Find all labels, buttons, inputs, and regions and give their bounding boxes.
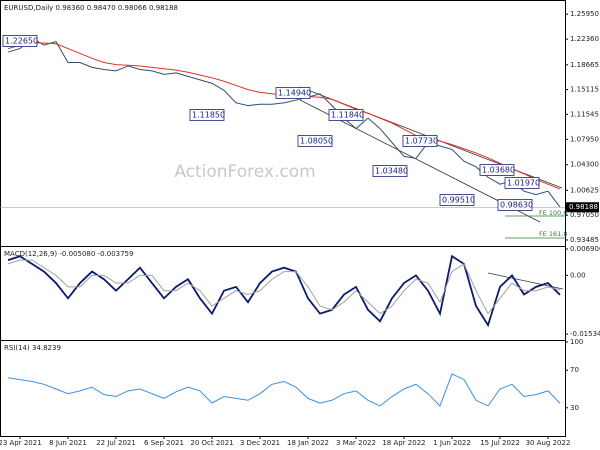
last-price-box xyxy=(566,202,599,213)
annotation-box xyxy=(189,109,225,121)
x-tick-label: 23 Apr 2021 xyxy=(0,439,42,447)
x-tick-label: 6 Sep 2021 xyxy=(144,439,184,447)
annotation: 1.11850 xyxy=(192,111,225,120)
frame xyxy=(0,0,566,437)
y-tick-label: 30 xyxy=(570,404,579,412)
annotation: 1.03680 xyxy=(482,166,515,175)
annotation-box xyxy=(439,194,475,206)
y-tick-label: 1.22360 xyxy=(570,35,599,43)
annotation: 1.22650 xyxy=(5,37,38,46)
y-tick-label: 1.15115 xyxy=(570,86,599,94)
panel-title: RSI(14) 34.8239 xyxy=(4,344,61,352)
annotation: 0.99510 xyxy=(442,196,475,205)
annotation-box xyxy=(275,87,311,99)
annotation: FE 100.0 xyxy=(539,209,568,217)
annotation-box xyxy=(328,109,364,121)
y-tick-label: 100 xyxy=(570,338,583,346)
y-tick-label: 1.25950 xyxy=(570,10,599,18)
annotation: 1.01970 xyxy=(507,179,540,188)
series-line xyxy=(7,373,561,407)
annotation-box xyxy=(297,135,333,147)
annotation: 1.07730 xyxy=(405,137,438,146)
series-line xyxy=(7,259,561,315)
annotation: 0.98630 xyxy=(500,201,533,210)
x-tick-label: 22 Jul 2021 xyxy=(96,439,136,447)
panel-title: MACD(12,26,9) -0.005080 -0.003759 xyxy=(4,250,133,258)
y-tick-label: 1.18665 xyxy=(570,61,599,69)
annotation: 1.14940 xyxy=(278,89,311,98)
x-tick-label: 3 Mar 2022 xyxy=(336,439,376,447)
y-tick-label: 1.07950 xyxy=(570,135,599,143)
y-tick-label: 1.00625 xyxy=(570,186,599,194)
annotation: 1.03480 xyxy=(375,167,408,176)
last-price-label: 0.98188 xyxy=(569,203,598,211)
annotation: 1.11840 xyxy=(331,111,364,120)
y-tick-label: 1.04300 xyxy=(570,161,599,169)
annotation-box xyxy=(2,35,38,47)
x-tick-label: 18 Apr 2022 xyxy=(382,439,425,447)
annotation: FE 161.8 xyxy=(539,230,568,238)
annotation-box xyxy=(497,199,533,211)
x-tick-label: 3 Dec 2021 xyxy=(240,439,280,447)
y-tick-label: 1.11545 xyxy=(570,110,599,118)
y-tick-label: 0.006906 xyxy=(570,245,600,253)
x-tick-label: 15 Jul 2022 xyxy=(480,439,520,447)
y-tick-label: 70 xyxy=(570,366,579,374)
y-tick-label: 0.93485 xyxy=(570,236,599,244)
y-tick-label: -0.015348 xyxy=(570,330,600,338)
watermark: ActionForex.com xyxy=(174,162,315,182)
series-line xyxy=(7,254,561,328)
annotation-box xyxy=(504,177,540,189)
x-tick-label: 18 Jan 2022 xyxy=(287,439,329,447)
annotation: 1.08050 xyxy=(300,137,333,146)
x-tick-label: 1 Jun 2022 xyxy=(433,439,471,447)
annotation-box xyxy=(479,164,515,176)
series-line xyxy=(7,37,561,208)
x-tick-label: 20 Oct 2021 xyxy=(190,439,233,447)
y-tick-label: 0.97050 xyxy=(570,211,599,219)
annotation-box xyxy=(372,165,408,177)
annotation-box xyxy=(402,135,438,147)
x-tick-label: 30 Aug 2022 xyxy=(526,439,571,447)
panel-title: EURUSD,Daily 0.98360 0.98470 0.98066 0.9… xyxy=(4,4,178,12)
x-tick-label: 8 Jun 2021 xyxy=(49,439,87,447)
y-tick-label: 0.00 xyxy=(570,271,586,279)
